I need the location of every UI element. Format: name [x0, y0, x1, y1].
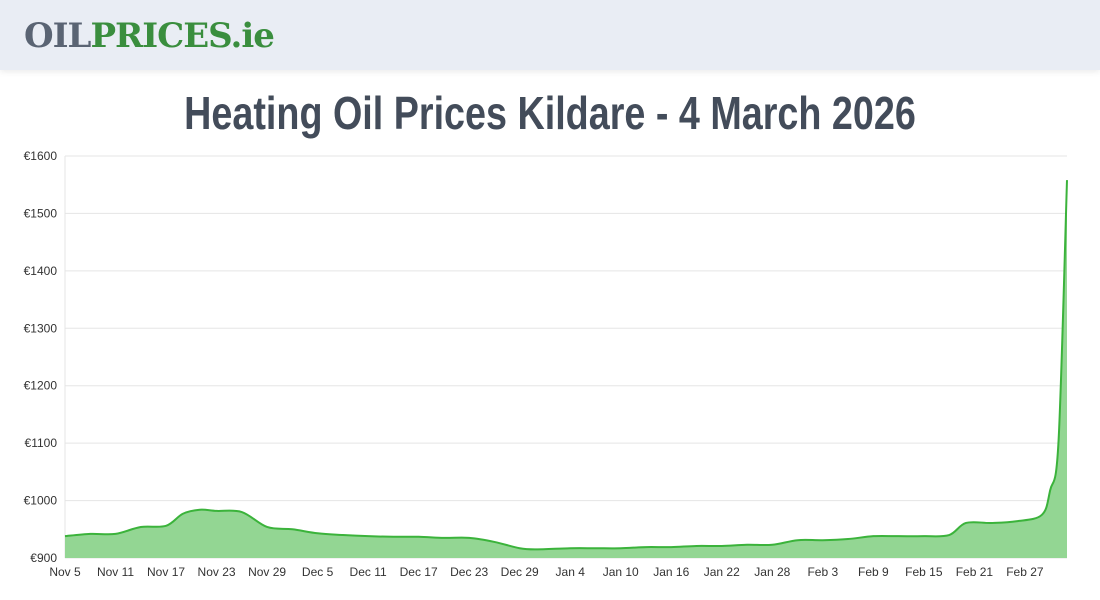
x-tick-label: Jan 16	[653, 565, 689, 579]
x-tick-label: Feb 21	[956, 565, 994, 579]
page-title: Heating Oil Prices Kildare - 4 March 202…	[184, 87, 916, 139]
y-tick-label: €1600	[24, 149, 58, 163]
x-tick-label: Feb 15	[905, 565, 943, 579]
x-tick-label: Nov 29	[248, 565, 286, 579]
y-tick-label: €1000	[24, 494, 58, 508]
y-tick-label: €1100	[25, 436, 58, 450]
y-tick-label: €1500	[24, 206, 58, 220]
x-tick-label: Feb 3	[807, 565, 838, 579]
x-tick-label: Nov 17	[147, 565, 185, 579]
site-header: OILPRICES.ie	[0, 0, 1100, 70]
price-line	[64, 180, 1068, 551]
x-tick-label: Nov 5	[49, 565, 81, 579]
x-tick-label: Feb 27	[1006, 565, 1044, 579]
y-tick-label: €1300	[24, 321, 58, 335]
x-tick-label: Jan 28	[754, 565, 790, 579]
x-tick-label: Nov 11	[97, 565, 134, 579]
x-tick-label: Dec 29	[501, 565, 539, 579]
site-logo[interactable]: OILPRICES.ie	[24, 16, 275, 56]
y-tick-label: €900	[30, 551, 57, 565]
x-tick-label: Dec 11	[350, 565, 387, 579]
y-tick-label: €1200	[24, 379, 58, 393]
x-tick-label: Dec 5	[302, 565, 334, 579]
y-tick-label: €1400	[24, 264, 58, 278]
x-tick-label: Jan 22	[704, 565, 740, 579]
price-area	[65, 180, 1067, 558]
x-tick-label: Nov 23	[198, 565, 236, 579]
x-tick-label: Feb 9	[858, 565, 889, 579]
x-tick-label: Dec 23	[450, 565, 488, 579]
x-tick-label: Dec 17	[400, 565, 438, 579]
x-tick-label: Jan 4	[556, 565, 586, 579]
x-tick-label: Jan 10	[603, 565, 639, 579]
